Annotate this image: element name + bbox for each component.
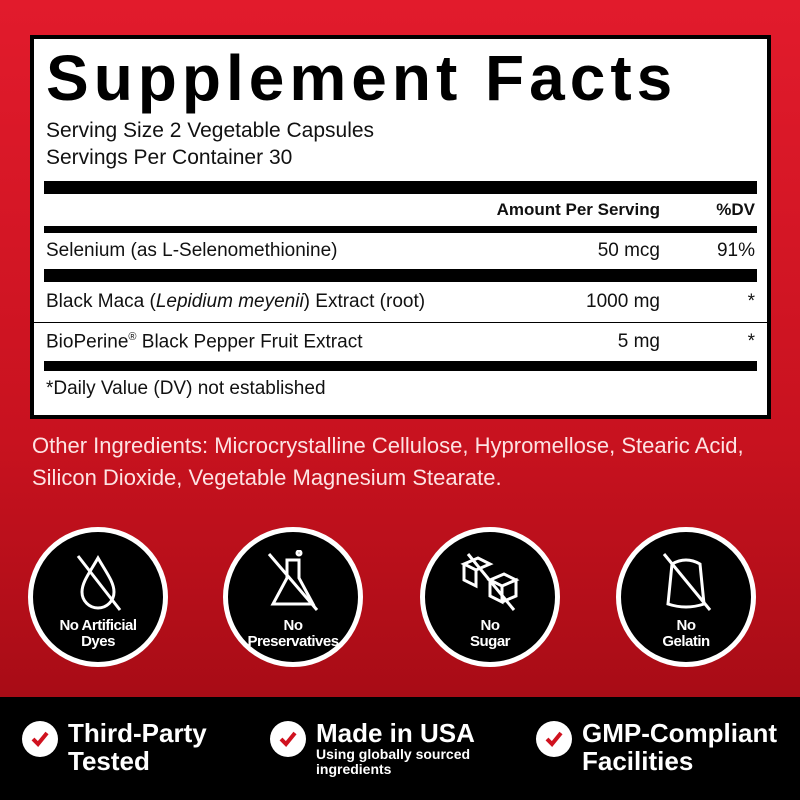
table-row: BioPerine® Black Pepper Fruit Extract 5 m… <box>46 323 755 361</box>
divider <box>44 181 757 194</box>
amount-header: Amount Per Serving <box>496 200 660 219</box>
no-flask-icon <box>267 550 319 611</box>
table-row: Black Maca (Lepidium meyenii) Extract (r… <box>46 282 755 322</box>
table-row: Selenium (as L-Selenomethionine) 50 mcg 91… <box>46 233 755 269</box>
ingredient-amount: 50 mcg <box>597 240 660 261</box>
divider <box>44 269 757 282</box>
serving-size: Serving Size 2 Vegetable Capsules <box>46 119 375 142</box>
check-icon <box>536 721 572 757</box>
features-footer: Third-Party Tested Made in USA Using globa… <box>0 697 800 800</box>
badge-no-artificial-dyes: No Artificial Dyes <box>28 527 168 667</box>
ingredient-dv: 91% <box>716 240 755 261</box>
header-row: Amount Per Serving %DV <box>46 194 755 226</box>
divider <box>44 226 757 233</box>
check-icon <box>22 721 58 757</box>
dv-header: %DV <box>716 200 755 219</box>
feature-third-party-tested: Third-Party Tested <box>22 719 207 775</box>
divider <box>44 361 757 371</box>
badge-no-gelatin: No Gelatin <box>616 527 756 667</box>
ingredient-dv: * <box>747 331 755 352</box>
ingredient-amount: 1000 mg <box>586 291 660 312</box>
ingredient-name: Black Maca (Lepidium meyenii) Extract (r… <box>46 291 426 312</box>
no-drop-icon <box>76 554 122 611</box>
badge-no-sugar: No Sugar <box>420 527 560 667</box>
no-gelatin-icon <box>662 553 712 611</box>
no-sugar-cube-icon <box>460 553 520 611</box>
check-icon <box>270 721 306 757</box>
ingredient-dv: * <box>747 291 755 312</box>
ingredient-name: BioPerine® Black Pepper Fruit Extract <box>46 330 363 353</box>
feature-made-in-usa: Made in USA Using globally sourced ingredi… <box>270 719 475 777</box>
supplement-facts-panel: Supplement Facts Serving Size 2 Vegetabl… <box>30 35 771 419</box>
facts-title: Supplement Facts <box>46 42 678 114</box>
other-ingredients: Other Ingredients: Microcrystalline Cell… <box>32 433 744 490</box>
ingredient-amount: 5 mg <box>617 331 660 352</box>
divider <box>34 322 767 323</box>
servings-per-container: Servings Per Container 30 <box>46 146 293 169</box>
feature-gmp-compliant: GMP-Compliant Facilities <box>536 719 777 775</box>
footnote: *Daily Value (DV) not established <box>46 378 326 399</box>
badge-no-preservatives: No Preservatives <box>223 527 363 667</box>
ingredient-name: Selenium (as L-Selenomethionine) <box>46 240 338 261</box>
